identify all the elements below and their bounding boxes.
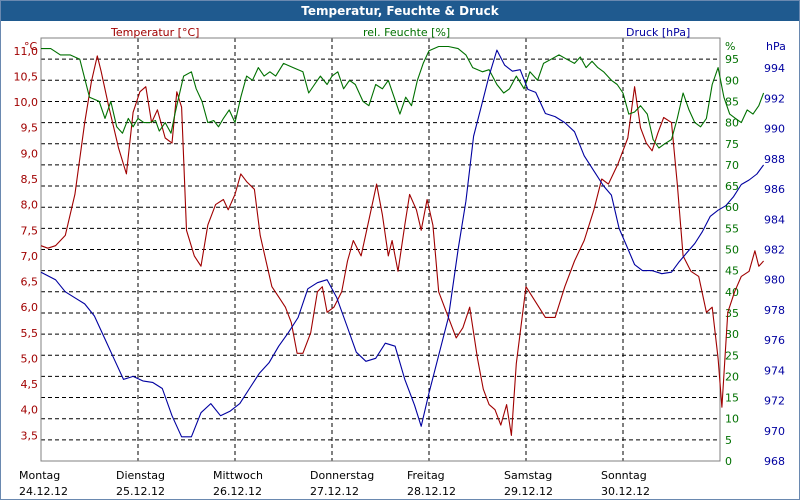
date-label: 30.12.12 [601, 485, 650, 498]
temperature-tick-label: 3,5 [21, 429, 39, 442]
humidity-unit-label: % [725, 40, 735, 53]
chart-title: Temperatur, Feuchte & Druck [1, 1, 799, 21]
temperature-tick-label: 5,5 [21, 327, 39, 340]
humidity-axis-title: rel. Feuchte [%] [363, 26, 450, 39]
humidity-tick-label: 75 [725, 138, 739, 151]
temperature-tick-label: 8,0 [21, 199, 39, 212]
day-label: Montag [19, 469, 60, 482]
humidity-tick-label: 95 [725, 53, 739, 66]
humidity-tick-label: 45 [725, 265, 739, 278]
temperature-tick-label: 11,0 [14, 45, 39, 58]
series-line-humidity [41, 45, 765, 149]
humidity-tick-label: 20 [725, 370, 739, 383]
pressure-tick-label: 974 [764, 364, 785, 377]
pressure-tick-label: 988 [764, 153, 785, 166]
temperature-tick-label: 6,5 [21, 276, 39, 289]
pressure-tick-label: 970 [764, 425, 785, 438]
date-label: 25.12.12 [116, 485, 165, 498]
pressure-unit-label: hPa [766, 40, 786, 53]
temperature-axis-title: Temperatur [°C] [110, 26, 199, 39]
plot-border [40, 37, 721, 462]
humidity-tick-label: 25 [725, 349, 739, 362]
humidity-tick-label: 15 [725, 392, 739, 405]
temperature-unit-label: °C [24, 40, 38, 53]
humidity-tick-label: 0 [725, 455, 732, 468]
pressure-tick-label: 980 [764, 274, 785, 287]
humidity-tick-label: 65 [725, 180, 739, 193]
temperature-tick-label: 10,0 [14, 96, 39, 109]
pressure-tick-label: 992 [764, 92, 785, 105]
humidity-tick-label: 80 [725, 117, 739, 130]
pressure-tick-label: 990 [764, 123, 785, 136]
temperature-tick-label: 7,0 [21, 250, 39, 263]
series-line-pressure [40, 49, 765, 438]
temperature-tick-label: 10,5 [14, 70, 39, 83]
humidity-tick-label: 90 [725, 74, 739, 87]
temperature-tick-label: 6,0 [21, 301, 39, 314]
humidity-tick-label: 70 [725, 159, 739, 172]
temperature-tick-label: 5,0 [21, 352, 39, 365]
pressure-tick-label: 976 [764, 334, 785, 347]
series-line-temperature [40, 55, 765, 436]
temperature-tick-label: 4,0 [21, 404, 39, 417]
temperature-tick-label: 9,5 [21, 122, 39, 135]
pressure-tick-label: 968 [764, 455, 785, 468]
pressure-tick-label: 972 [764, 395, 785, 408]
pressure-tick-label: 994 [764, 62, 785, 75]
pressure-tick-label: 986 [764, 183, 785, 196]
temperature-tick-label: 7,5 [21, 224, 39, 237]
day-label: Sonntag [601, 469, 647, 482]
humidity-tick-label: 5 [725, 434, 732, 447]
day-label: Mittwoch [213, 469, 263, 482]
temperature-tick-label: 4,5 [21, 378, 39, 391]
temperature-tick-label: 9,0 [21, 147, 39, 160]
pressure-tick-label: 978 [764, 304, 785, 317]
humidity-tick-label: 85 [725, 95, 739, 108]
humidity-tick-label: 55 [725, 222, 739, 235]
date-label: 27.12.12 [310, 485, 359, 498]
date-label: 29.12.12 [504, 485, 553, 498]
humidity-tick-label: 10 [725, 413, 739, 426]
date-label: 24.12.12 [19, 485, 68, 498]
day-label: Freitag [407, 469, 445, 482]
pressure-axis-title: Druck [hPa] [626, 26, 690, 39]
date-label: 26.12.12 [213, 485, 262, 498]
day-label: Donnerstag [310, 469, 374, 482]
humidity-tick-label: 60 [725, 201, 739, 214]
temperature-tick-label: 8,5 [21, 173, 39, 186]
date-label: 28.12.12 [407, 485, 456, 498]
humidity-tick-label: 30 [725, 328, 739, 341]
humidity-tick-label: 50 [725, 244, 739, 257]
pressure-tick-label: 982 [764, 244, 785, 257]
day-label: Samstag [504, 469, 552, 482]
day-label: Dienstag [116, 469, 165, 482]
pressure-tick-label: 984 [764, 213, 785, 226]
